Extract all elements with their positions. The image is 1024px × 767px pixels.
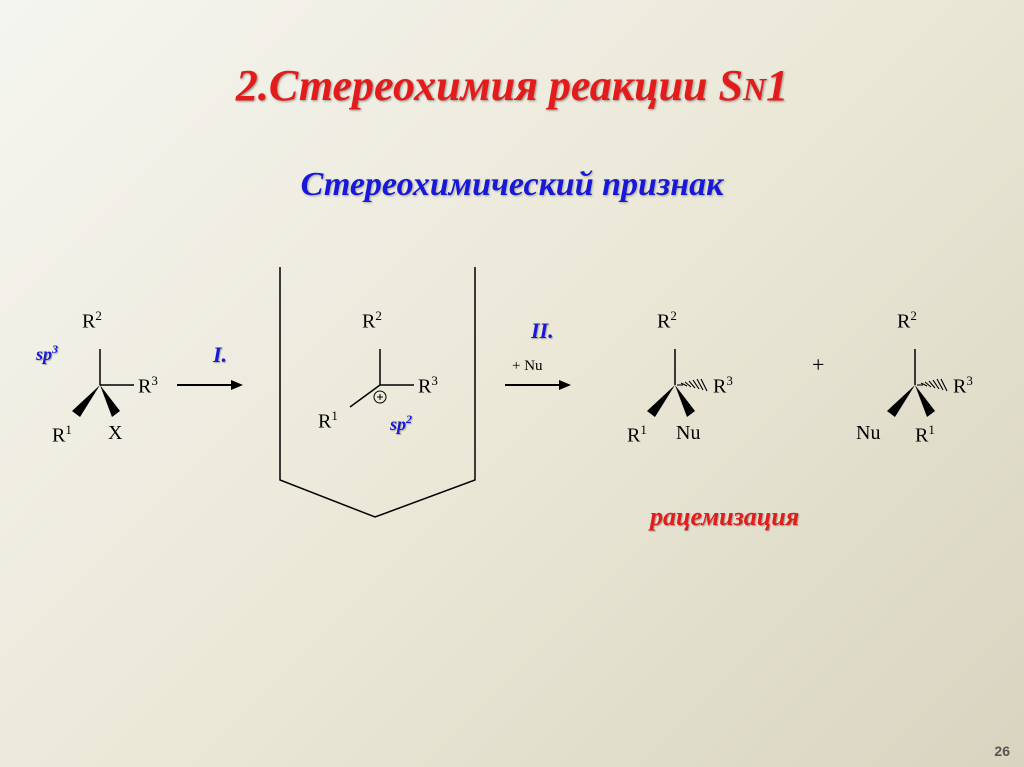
slide-title: 2.Стереохимия реакции SN1 (0, 0, 1024, 111)
intermediate-r2: R2 (362, 308, 382, 334)
title-pre: 2.Стереохимия реакции S (236, 61, 743, 110)
product-a-nu: Nu (676, 422, 700, 445)
reactant-bonds (60, 345, 140, 425)
slide-subtitle: Стереохимический признак (0, 111, 1024, 204)
sp2-label: sp2 (390, 412, 412, 435)
plus-nu-label: + Nu (512, 358, 543, 375)
product-b-r3: R3 (953, 373, 973, 399)
arrow-step2 (503, 375, 573, 395)
reactant-r3: R3 (138, 373, 158, 399)
product-b-r2: R2 (897, 308, 917, 334)
product-a-r3: R3 (713, 373, 733, 399)
product-b-nu: Nu (856, 422, 880, 445)
step1-label: I. (213, 342, 227, 368)
reaction-diagram: R2 R3 R1 X sp3 I. R2 R3 R1 sp2 + Nu II. (20, 290, 1004, 610)
arrow-step1 (175, 375, 245, 395)
page-number: 26 (994, 743, 1010, 759)
title-post: 1 (766, 61, 788, 110)
reactant-r1: R1 (52, 422, 72, 448)
product-b-bonds (875, 345, 955, 425)
reactant-r2: R2 (82, 308, 102, 334)
product-a-r2: R2 (657, 308, 677, 334)
racemization-label: рацемизация (650, 502, 799, 532)
title-sub: N (743, 71, 766, 107)
sp3-label: sp3 (36, 342, 58, 365)
reactant-x: X (108, 422, 122, 445)
product-a-bonds (635, 345, 715, 425)
plus-sign: + (812, 352, 824, 378)
product-a-r1: R1 (627, 422, 647, 448)
intermediate-bonds (340, 345, 420, 420)
product-b-r1: R1 (915, 422, 935, 448)
step2-label: II. (531, 318, 554, 344)
intermediate-r1: R1 (318, 408, 338, 434)
intermediate-r3: R3 (418, 373, 438, 399)
